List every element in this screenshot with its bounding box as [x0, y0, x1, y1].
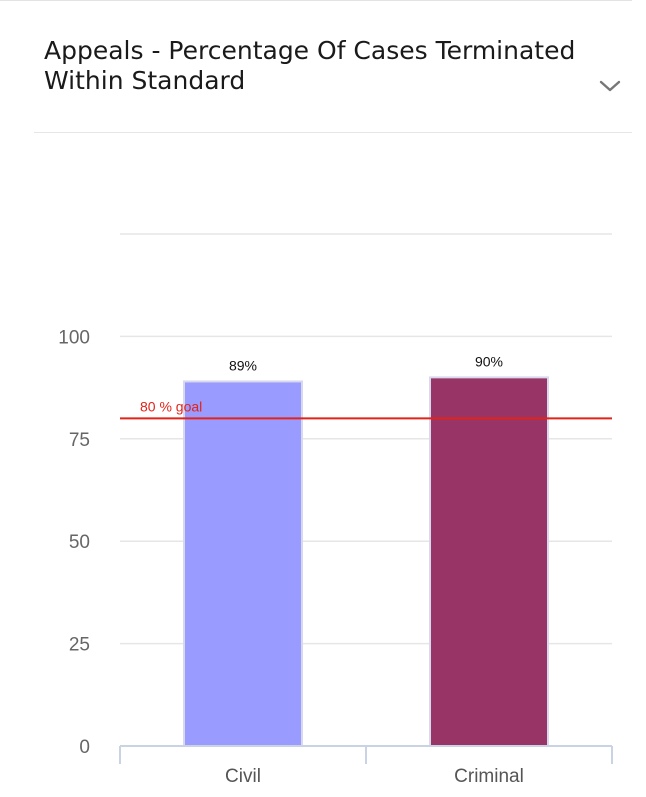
- header-divider: [34, 132, 632, 133]
- data-labels: 89% 90%: [229, 353, 503, 373]
- goal-line-group: 80 % goal: [120, 398, 612, 420]
- data-label: 90%: [475, 353, 503, 369]
- bar-civil[interactable]: [183, 380, 303, 747]
- x-tick-label: Civil: [225, 766, 261, 787]
- x-tick-label: Criminal: [454, 766, 524, 787]
- x-axis: Civil Criminal: [119, 745, 613, 787]
- chevron-down-icon[interactable]: [598, 78, 622, 94]
- y-axis-ticks: 0 25 50 75 100: [58, 327, 90, 758]
- top-rule: [0, 0, 632, 1]
- card-header: Appeals - Percentage Of Cases Terminated…: [0, 0, 646, 134]
- y-tick-label: 100: [58, 327, 90, 348]
- data-label: 89%: [229, 357, 257, 373]
- bars: [183, 376, 549, 747]
- y-tick-label: 25: [69, 635, 90, 656]
- goal-label: 80 % goal: [140, 398, 202, 414]
- y-tick-label: 75: [69, 430, 90, 451]
- page-title: Appeals - Percentage Of Cases Terminated…: [44, 36, 576, 95]
- y-tick-label: 50: [69, 532, 90, 553]
- bar-criminal[interactable]: [429, 376, 549, 747]
- y-tick-label: 0: [79, 737, 90, 758]
